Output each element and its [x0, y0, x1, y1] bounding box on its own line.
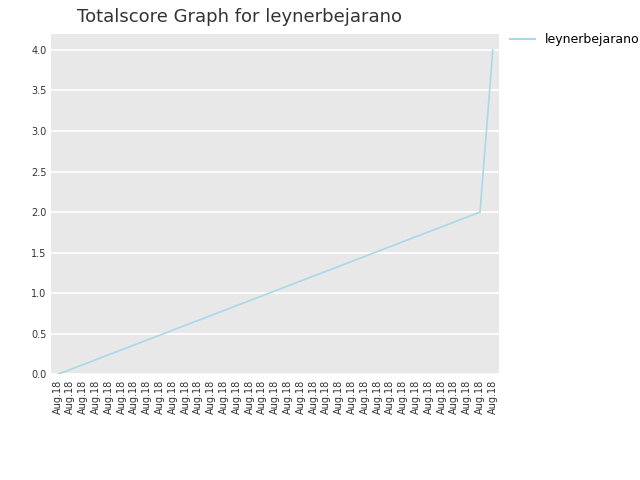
leynerbejarano: [67, 367, 74, 372]
leynerbejarano: [387, 244, 394, 250]
leynerbejarano: [105, 352, 113, 358]
leynerbejarano: [451, 219, 458, 225]
leynerbejarano: [284, 283, 292, 289]
Line: leynerbejarano: leynerbejarano: [58, 50, 493, 374]
Title: Totalscore Graph for leynerbejarano: Totalscore Graph for leynerbejarano: [77, 9, 402, 26]
leynerbejarano: [79, 362, 87, 368]
leynerbejarano: [399, 239, 407, 244]
leynerbejarano: [195, 317, 202, 323]
leynerbejarano: [412, 234, 420, 240]
leynerbejarano: [335, 264, 343, 269]
leynerbejarano: [361, 253, 369, 259]
leynerbejarano: [131, 342, 138, 348]
leynerbejarano: [169, 327, 177, 333]
leynerbejarano: [476, 209, 484, 215]
leynerbejarano: [54, 372, 61, 377]
leynerbejarano: [489, 47, 497, 53]
leynerbejarano: [207, 312, 215, 318]
leynerbejarano: [297, 278, 305, 284]
leynerbejarano: [92, 357, 100, 362]
leynerbejarano: [438, 224, 445, 230]
leynerbejarano: [233, 303, 241, 309]
leynerbejarano: [374, 249, 381, 254]
leynerbejarano: [271, 288, 279, 294]
leynerbejarano: [156, 332, 164, 338]
leynerbejarano: [220, 308, 228, 313]
leynerbejarano: [246, 298, 253, 303]
Legend: leynerbejarano: leynerbejarano: [510, 33, 639, 46]
leynerbejarano: [463, 214, 471, 220]
leynerbejarano: [323, 268, 330, 274]
leynerbejarano: [143, 337, 151, 343]
leynerbejarano: [259, 293, 266, 299]
leynerbejarano: [348, 258, 356, 264]
leynerbejarano: [118, 347, 125, 353]
leynerbejarano: [310, 273, 317, 279]
leynerbejarano: [425, 229, 433, 235]
leynerbejarano: [182, 323, 189, 328]
